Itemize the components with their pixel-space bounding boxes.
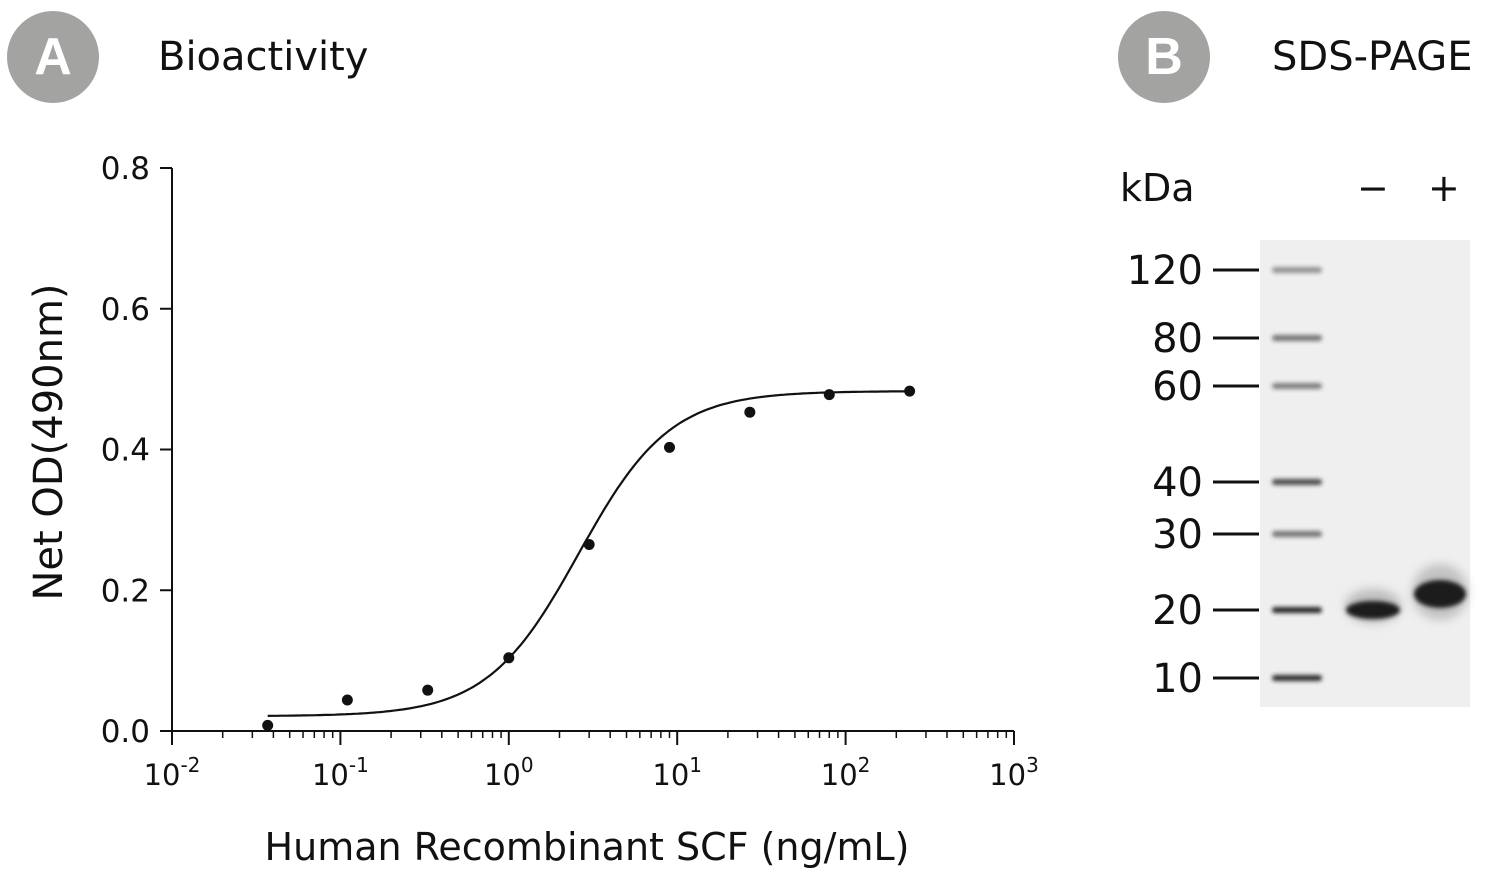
marker-label: 120 [1127, 248, 1203, 294]
bioactivity-chart: 0.0 0.2 0.4 0.6 0.8 10-2 10-1 100 101 102 103 Net … [26, 151, 1039, 869]
x-tick-label: 100 [484, 753, 534, 792]
lane-label-minus: − [1357, 166, 1389, 210]
x-tick-label: 10-1 [312, 753, 369, 792]
marker-label: 60 [1152, 364, 1203, 410]
data-points-layer [262, 385, 916, 731]
x-tick-label: 101 [652, 753, 702, 792]
marker-label: 40 [1152, 460, 1203, 506]
data-point [904, 385, 916, 397]
panel-a-title: Bioactivity [158, 34, 369, 80]
panel-b-badge-letter: B [1145, 28, 1183, 86]
panel-a-badge: A [7, 11, 99, 103]
marker-label: 30 [1152, 512, 1203, 558]
ladder-band [1272, 383, 1322, 389]
y-tick-label: 0.4 [101, 433, 150, 469]
x-tick-label: 10-2 [144, 753, 201, 792]
y-tick-label: 0.6 [101, 292, 150, 328]
marker-label: 20 [1152, 588, 1203, 634]
data-point [503, 652, 515, 664]
x-tick-label: 102 [821, 753, 871, 792]
data-point [663, 441, 675, 453]
gel-unit-label: kDa [1120, 166, 1195, 210]
ladder-band [1272, 531, 1322, 537]
band-minus [1346, 601, 1400, 619]
y-tick-label: 0.2 [101, 573, 150, 609]
fit-curve [267, 390, 910, 717]
y-tick-label: 0.8 [101, 151, 150, 187]
data-point [583, 539, 595, 551]
band-plus [1414, 580, 1466, 608]
ladder-band [1272, 675, 1322, 681]
marker-label: 10 [1152, 656, 1203, 702]
data-point [823, 389, 835, 401]
y-tick-label: 0.0 [101, 714, 150, 750]
fit-curve-layer [267, 390, 910, 717]
ladder-band [1272, 335, 1322, 341]
ladder-band [1272, 607, 1322, 613]
chart-axes: 0.0 0.2 0.4 0.6 0.8 10-2 10-1 100 101 102 103 [101, 151, 1039, 792]
lane-label-plus: + [1428, 166, 1460, 210]
marker-label: 80 [1152, 316, 1203, 362]
ladder-band [1272, 479, 1322, 485]
panel-b-badge: B [1118, 11, 1210, 103]
x-axis-label: Human Recombinant SCF (ng/mL) [265, 825, 910, 869]
data-point [744, 406, 756, 418]
ladder-band [1272, 267, 1322, 273]
y-axis-label: Net OD(490nm) [26, 283, 72, 600]
data-point [422, 684, 434, 696]
data-point [341, 694, 353, 706]
x-tick-label: 103 [989, 753, 1039, 792]
panel-a-badge-letter: A [34, 28, 72, 86]
data-point [262, 719, 274, 731]
panel-b-title: SDS-PAGE [1272, 34, 1473, 80]
gel-background [1260, 240, 1470, 707]
